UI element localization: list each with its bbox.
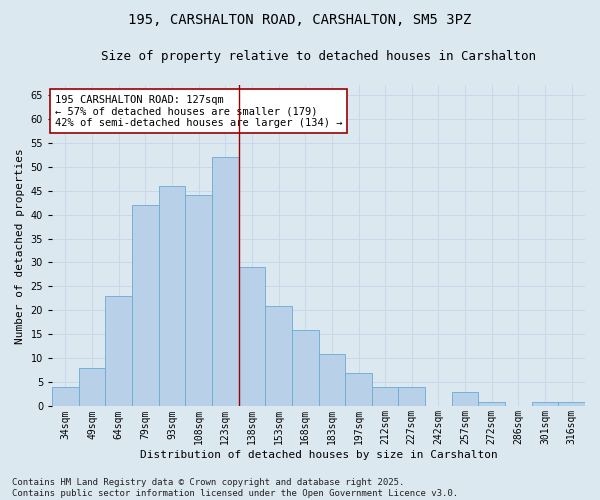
Bar: [398, 387, 425, 406]
Bar: [372, 387, 398, 406]
Title: Size of property relative to detached houses in Carshalton: Size of property relative to detached ho…: [101, 50, 536, 63]
Bar: [239, 268, 265, 406]
Bar: [319, 354, 345, 406]
Bar: [559, 402, 585, 406]
Y-axis label: Number of detached properties: Number of detached properties: [15, 148, 25, 344]
Bar: [212, 157, 239, 406]
Bar: [132, 205, 158, 406]
Text: 195, CARSHALTON ROAD, CARSHALTON, SM5 3PZ: 195, CARSHALTON ROAD, CARSHALTON, SM5 3P…: [128, 12, 472, 26]
Text: 195 CARSHALTON ROAD: 127sqm
← 57% of detached houses are smaller (179)
42% of se: 195 CARSHALTON ROAD: 127sqm ← 57% of det…: [55, 94, 342, 128]
Bar: [452, 392, 478, 406]
Bar: [52, 387, 79, 406]
Bar: [158, 186, 185, 406]
Bar: [292, 330, 319, 406]
Bar: [532, 402, 559, 406]
Bar: [79, 368, 106, 406]
X-axis label: Distribution of detached houses by size in Carshalton: Distribution of detached houses by size …: [140, 450, 497, 460]
Bar: [265, 306, 292, 406]
Bar: [345, 373, 372, 406]
Bar: [478, 402, 505, 406]
Bar: [106, 296, 132, 406]
Text: Contains HM Land Registry data © Crown copyright and database right 2025.
Contai: Contains HM Land Registry data © Crown c…: [12, 478, 458, 498]
Bar: [185, 196, 212, 406]
